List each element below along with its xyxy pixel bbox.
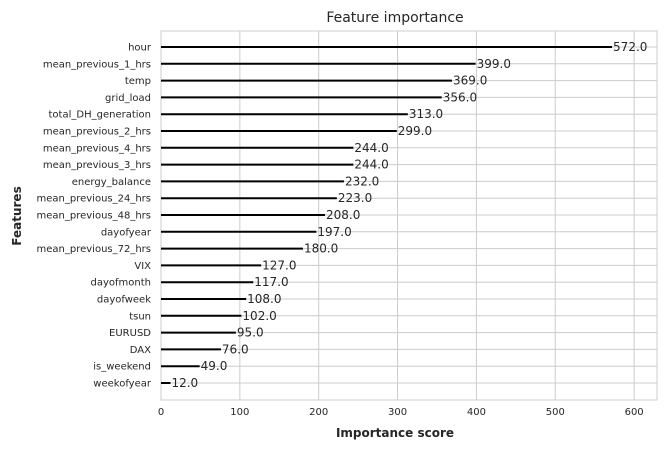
value-label-mean_previous_4_hrs: 244.0 [354,141,388,155]
value-label-grid_load: 356.0 [443,90,477,104]
y-tick-label-weekofyear: weekofyear [93,379,152,390]
y-tick-label-temp: temp [125,76,151,87]
y-tick-label-energy_balance: energy_balance [72,177,151,188]
y-tick-label-mean_previous_48_hrs: mean_previous_48_hrs [37,211,152,222]
value-label-mean_previous_1_hrs: 399.0 [477,57,511,71]
chart-title: Feature importance [326,10,463,26]
y-tick-label-VIX: VIX [134,261,151,272]
value-label-is_weekend: 49.0 [201,359,228,373]
value-label-mean_previous_48_hrs: 208.0 [326,208,360,222]
y-tick-label-mean_previous_24_hrs: mean_previous_24_hrs [37,194,152,205]
y-tick-label-is_weekend: is_weekend [93,362,151,373]
value-label-EURUSD: 95.0 [237,326,264,340]
x-tick-label: 300 [388,407,407,418]
y-tick-label-total_DH_generation: total_DH_generation [49,110,151,121]
value-label-DAX: 76.0 [222,342,249,356]
value-label-dayofyear: 197.0 [317,225,351,239]
value-label-tsun: 102.0 [242,309,276,323]
y-axis-label: Features [10,186,24,245]
value-label-mean_previous_72_hrs: 180.0 [304,242,338,256]
value-label-VIX: 127.0 [262,258,296,272]
y-tick-label-mean_previous_1_hrs: mean_previous_1_hrs [43,59,151,70]
y-tick-label-dayofyear: dayofyear [101,227,152,238]
x-tick-label: 400 [467,407,486,418]
x-tick-label: 200 [309,407,328,418]
y-tick-label-mean_previous_2_hrs: mean_previous_2_hrs [43,127,151,138]
value-label-energy_balance: 232.0 [345,174,379,188]
y-tick-label-tsun: tsun [129,311,151,322]
y-tick-label-mean_previous_3_hrs: mean_previous_3_hrs [43,160,151,171]
x-tick-label: 500 [546,407,565,418]
x-tick-label: 600 [625,407,644,418]
value-label-dayofmonth: 117.0 [254,275,288,289]
y-tick-label-dayofmonth: dayofmonth [91,278,152,289]
x-tick-label: 100 [230,407,249,418]
y-tick-label-DAX: DAX [130,345,151,356]
bars-layer [161,46,613,384]
value-label-hour: 572.0 [613,40,647,54]
y-tick-label-mean_previous_72_hrs: mean_previous_72_hrs [37,244,152,255]
value-label-total_DH_generation: 313.0 [409,107,443,121]
value-label-dayofweek: 108.0 [247,292,281,306]
value-label-weekofyear: 12.0 [171,376,198,390]
x-tick-labels: 0 100 200 300 400 500 600 [158,407,644,418]
y-tick-label-EURUSD: EURUSD [109,328,151,339]
value-label-mean_previous_3_hrs: 244.0 [354,158,388,172]
y-tick-label-mean_previous_4_hrs: mean_previous_4_hrs [43,143,151,154]
y-tick-label-grid_load: grid_load [105,93,151,104]
value-label-mean_previous_2_hrs: 299.0 [398,124,432,138]
y-tick-label-hour: hour [128,43,152,54]
x-tick-label: 0 [158,407,164,418]
value-label-temp: 369.0 [453,74,487,88]
y-tick-label-dayofweek: dayofweek [97,295,151,306]
value-label-mean_previous_24_hrs: 223.0 [338,191,372,205]
x-axis-label: Importance score [336,426,454,440]
